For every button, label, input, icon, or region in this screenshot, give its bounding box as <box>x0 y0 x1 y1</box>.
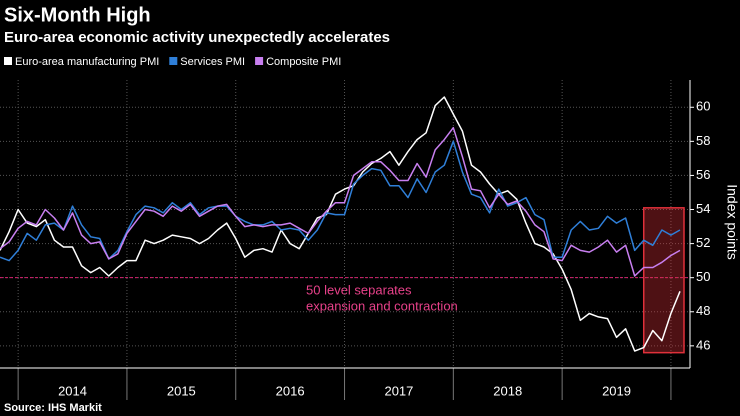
y-tick-label: 48 <box>696 303 710 318</box>
legend-swatch <box>255 57 264 65</box>
series-line <box>0 126 681 277</box>
chart-title: Six-Month High <box>4 4 151 26</box>
series-line <box>0 96 681 352</box>
legend-label: Services PMI <box>180 56 245 68</box>
x-tick-label: 2018 <box>493 383 522 398</box>
x-tick-label: 2015 <box>167 383 196 398</box>
x-tick-label: 2014 <box>58 383 87 398</box>
legend-label: Euro-area manufacturing PMI <box>15 56 159 68</box>
y-axis-label: Index points <box>724 184 740 260</box>
annotation: expansion and contraction <box>306 298 458 313</box>
chart-subtitle: Euro-area economic activity unexpectedly… <box>4 29 390 46</box>
y-tick-label: 60 <box>696 99 710 114</box>
legend-label: Composite PMI <box>266 56 341 68</box>
y-tick-label: 58 <box>696 133 710 148</box>
annotation: 50 level separates <box>306 282 412 297</box>
y-tick-label: 50 <box>696 269 710 284</box>
x-tick-label: 2017 <box>384 383 413 398</box>
series-line <box>0 140 681 262</box>
y-tick-label: 52 <box>696 235 710 250</box>
legend-swatch <box>4 57 12 65</box>
y-tick-label: 54 <box>696 201 710 216</box>
y-tick-label: 56 <box>696 167 710 182</box>
x-tick-label: 2016 <box>276 383 305 398</box>
legend-swatch <box>169 57 178 65</box>
highlight-box <box>642 207 685 354</box>
x-tick-label: 2019 <box>602 383 631 398</box>
y-tick-label: 46 <box>696 337 710 352</box>
source: Source: IHS Markit <box>4 402 102 414</box>
